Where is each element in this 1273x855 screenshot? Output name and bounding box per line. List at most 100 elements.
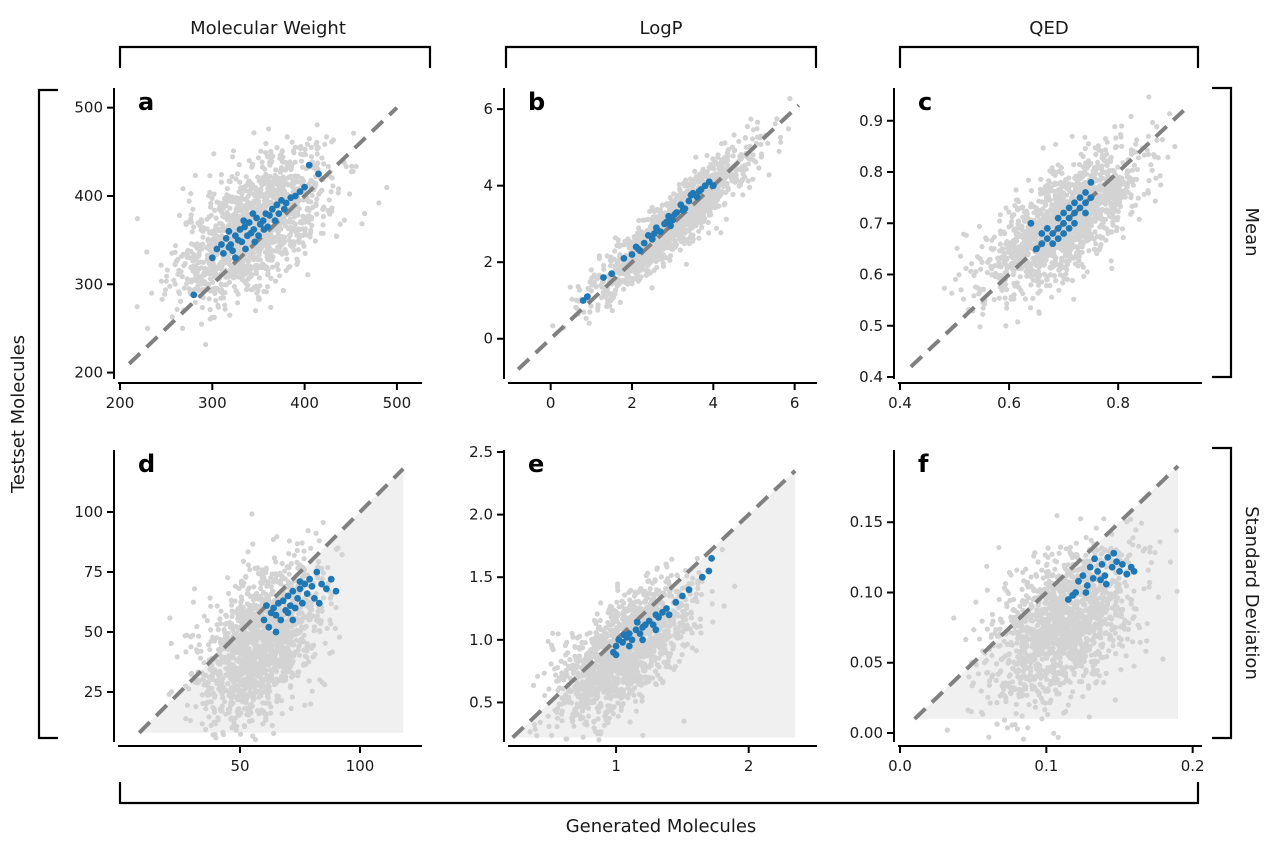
background-point [214,286,220,292]
background-point [268,148,274,155]
background-point [1106,197,1112,203]
background-point [671,233,677,239]
background-point [316,191,322,197]
background-point [238,208,244,214]
highlight-point [1076,194,1084,202]
background-point [1145,133,1151,139]
background-point [314,122,320,128]
background-point [1047,207,1053,213]
background-point [1033,227,1039,233]
background-point [997,241,1004,247]
background-point [984,270,991,276]
background-point [210,279,216,285]
background-point [289,139,295,145]
background-point [971,293,977,299]
background-point [748,116,754,122]
x-group-label: Generated Molecules [566,816,757,837]
background-point [179,274,185,280]
background-point [941,285,948,291]
background-point [245,267,251,273]
background-point [163,278,169,284]
highlight-point [1060,219,1067,227]
background-point [199,219,205,225]
background-point [677,247,683,253]
background-point [192,299,198,305]
background-point [325,565,331,571]
background-point [309,688,315,694]
highlight-point [255,232,262,240]
background-point [979,259,985,265]
background-point [744,123,751,130]
highlight-point [1043,235,1051,243]
background-point [1036,310,1042,316]
background-point [587,279,593,285]
background-point [957,253,964,259]
background-point [1067,252,1073,258]
background-point [276,226,282,232]
background-point [206,242,212,248]
background-point [689,224,695,230]
highlight-point [220,250,227,257]
background-point [313,201,319,207]
background-point [1046,178,1052,184]
background-point [787,96,793,102]
background-point [169,314,175,320]
background-point [1148,162,1154,168]
background-point [144,249,150,255]
background-point [172,261,178,268]
y-group-header: Testset Molecules [8,88,58,740]
background-point [185,247,191,253]
background-point [215,302,221,308]
background-point [725,173,731,179]
background-point [719,162,725,169]
y-tick-label: 0.6 [859,266,883,284]
background-point [1008,219,1015,225]
background-point [1146,94,1152,100]
background-point [1129,203,1135,209]
background-point [280,166,286,172]
background-point [208,212,214,218]
background-point [1009,266,1015,272]
background-point [204,216,210,222]
background-point [672,242,678,248]
background-point [750,176,756,182]
background-point [267,173,273,179]
highlight-point [225,243,233,251]
background-point [1094,159,1101,165]
background-point [237,179,243,185]
background-point [337,221,343,227]
background-point [1060,280,1066,286]
background-point [266,126,272,132]
x-group-header: Generated Molecules [118,782,1200,837]
background-point [1069,245,1075,251]
background-point [1092,229,1098,235]
background-point [1080,241,1086,247]
background-point [267,237,273,243]
background-point [268,199,274,205]
background-point [245,562,251,568]
background-point [996,295,1002,301]
background-point [210,286,216,292]
background-point [259,243,265,249]
column-label-qed: QED [1029,18,1068,39]
background-point [311,628,317,634]
background-point [998,231,1004,237]
background-point [645,216,651,223]
background-point [247,190,253,196]
background-point [264,154,270,160]
background-point [686,240,693,247]
background-point [1136,216,1142,222]
background-point [756,165,762,171]
background-point [997,218,1003,224]
background-point [272,190,278,196]
y-tick-label: 0.7 [859,214,883,232]
background-point [1109,201,1116,207]
background-point [243,574,249,580]
background-point [1004,305,1010,311]
background-point [715,154,721,160]
background-point [1064,199,1070,205]
highlight-point [1076,204,1084,212]
background-point [567,284,573,290]
